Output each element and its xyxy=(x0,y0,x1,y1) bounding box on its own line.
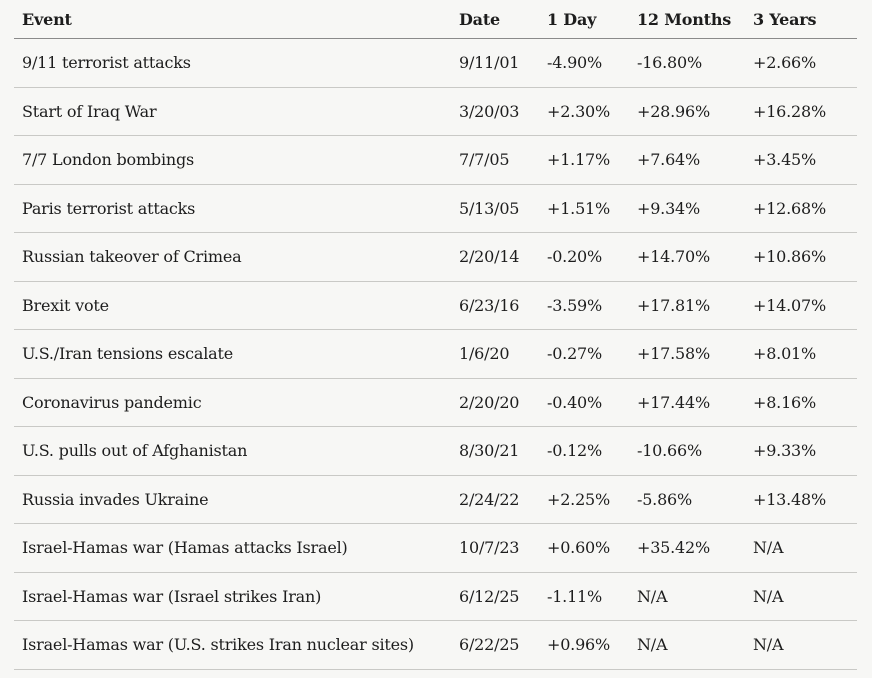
cell-1-day: +1.17% xyxy=(539,135,629,185)
cell-event: Russian takeover of Crimea xyxy=(14,232,451,282)
cell-event: Israel-Hamas war (Hamas attacks Israel) xyxy=(14,523,451,573)
cell-event: 7/7 London bombings xyxy=(14,135,451,185)
cell-date: 2/20/20 xyxy=(451,378,539,427)
cell-1-day: -0.27% xyxy=(539,329,629,379)
cell-3-years: N/A xyxy=(745,572,857,621)
cell-1-day: +0.96% xyxy=(539,620,629,670)
table-row: U.S. pulls out of Afghanistan 8/30/21 -0… xyxy=(14,426,857,476)
cell-12-months: N/A xyxy=(629,620,745,670)
cell-1-day: -4.90% xyxy=(539,38,629,88)
table-row: Start of Iraq War 3/20/03 +2.30% +28.96%… xyxy=(14,87,857,136)
cell-3-years: N/A xyxy=(745,620,857,670)
cell-3-years: +2.66% xyxy=(745,38,857,88)
cell-3-years: +9.33% xyxy=(745,426,857,476)
cell-3-years: +8.16% xyxy=(745,378,857,427)
cell-12-months: +9.34% xyxy=(629,184,745,233)
header-date: Date xyxy=(451,0,539,39)
cell-12-months: N/A xyxy=(629,572,745,621)
table-row: U.S./Iran tensions escalate 1/6/20 -0.27… xyxy=(14,329,857,379)
cell-event: Brexit vote xyxy=(14,281,451,330)
cell-1-day: -0.40% xyxy=(539,378,629,427)
cell-date: 2/20/14 xyxy=(451,232,539,282)
cell-3-years: +16.28% xyxy=(745,87,857,136)
table-row: Israel-Hamas war (Hamas attacks Israel) … xyxy=(14,523,857,573)
cell-12-months: +7.64% xyxy=(629,135,745,185)
cell-3-years: +8.01% xyxy=(745,329,857,379)
cell-1-day: +1.51% xyxy=(539,184,629,233)
cell-event: Russia invades Ukraine xyxy=(14,475,451,524)
cell-1-day: -0.20% xyxy=(539,232,629,282)
cell-date: 6/22/25 xyxy=(451,620,539,670)
cell-1-day: -1.11% xyxy=(539,572,629,621)
cell-date: 3/20/03 xyxy=(451,87,539,136)
cell-1-day: +0.60% xyxy=(539,523,629,573)
market-events-table: Event Date 1 Day 12 Months 3 Years 9/11 … xyxy=(14,0,857,670)
table-row: 9/11 terrorist attacks 9/11/01 -4.90% -1… xyxy=(14,38,857,88)
cell-date: 2/24/22 xyxy=(451,475,539,524)
header-12-months: 12 Months xyxy=(629,0,745,39)
cell-1-day: -3.59% xyxy=(539,281,629,330)
cell-event: Israel-Hamas war (U.S. strikes Iran nucl… xyxy=(14,620,451,670)
cell-12-months: +28.96% xyxy=(629,87,745,136)
cell-event: 9/11 terrorist attacks xyxy=(14,38,451,88)
cell-1-day: -0.12% xyxy=(539,426,629,476)
cell-event: Start of Iraq War xyxy=(14,87,451,136)
cell-3-years: +12.68% xyxy=(745,184,857,233)
cell-date: 8/30/21 xyxy=(451,426,539,476)
cell-date: 6/12/25 xyxy=(451,572,539,621)
cell-12-months: +17.44% xyxy=(629,378,745,427)
cell-1-day: +2.30% xyxy=(539,87,629,136)
cell-12-months: +17.81% xyxy=(629,281,745,330)
cell-date: 6/23/16 xyxy=(451,281,539,330)
cell-event: U.S./Iran tensions escalate xyxy=(14,329,451,379)
cell-3-years: +14.07% xyxy=(745,281,857,330)
header-1-day: 1 Day xyxy=(539,0,629,39)
table-row: Brexit vote 6/23/16 -3.59% +17.81% +14.0… xyxy=(14,281,857,330)
cell-event: Paris terrorist attacks xyxy=(14,184,451,233)
table-row: Coronavirus pandemic 2/20/20 -0.40% +17.… xyxy=(14,378,857,427)
cell-12-months: -5.86% xyxy=(629,475,745,524)
table-row: Israel-Hamas war (Israel strikes Iran) 6… xyxy=(14,572,857,621)
cell-date: 5/13/05 xyxy=(451,184,539,233)
cell-12-months: +35.42% xyxy=(629,523,745,573)
header-row: Event Date 1 Day 12 Months 3 Years xyxy=(14,0,857,39)
table-row: Israel-Hamas war (U.S. strikes Iran nucl… xyxy=(14,620,857,670)
table-row: 7/7 London bombings 7/7/05 +1.17% +7.64%… xyxy=(14,135,857,185)
cell-event: Coronavirus pandemic xyxy=(14,378,451,427)
cell-date: 1/6/20 xyxy=(451,329,539,379)
cell-event: Israel-Hamas war (Israel strikes Iran) xyxy=(14,572,451,621)
cell-date: 9/11/01 xyxy=(451,38,539,88)
cell-1-day: +2.25% xyxy=(539,475,629,524)
table-row: Paris terrorist attacks 5/13/05 +1.51% +… xyxy=(14,184,857,233)
table-row: Russia invades Ukraine 2/24/22 +2.25% -5… xyxy=(14,475,857,524)
cell-3-years: +3.45% xyxy=(745,135,857,185)
cell-event: U.S. pulls out of Afghanistan xyxy=(14,426,451,476)
cell-3-years: N/A xyxy=(745,523,857,573)
table-row: Russian takeover of Crimea 2/20/14 -0.20… xyxy=(14,232,857,282)
cell-3-years: +10.86% xyxy=(745,232,857,282)
cell-12-months: +14.70% xyxy=(629,232,745,282)
cell-date: 7/7/05 xyxy=(451,135,539,185)
cell-12-months: +17.58% xyxy=(629,329,745,379)
cell-date: 10/7/23 xyxy=(451,523,539,573)
cell-12-months: -10.66% xyxy=(629,426,745,476)
cell-3-years: +13.48% xyxy=(745,475,857,524)
cell-12-months: -16.80% xyxy=(629,38,745,88)
header-3-years: 3 Years xyxy=(745,0,857,39)
header-event: Event xyxy=(14,0,451,39)
